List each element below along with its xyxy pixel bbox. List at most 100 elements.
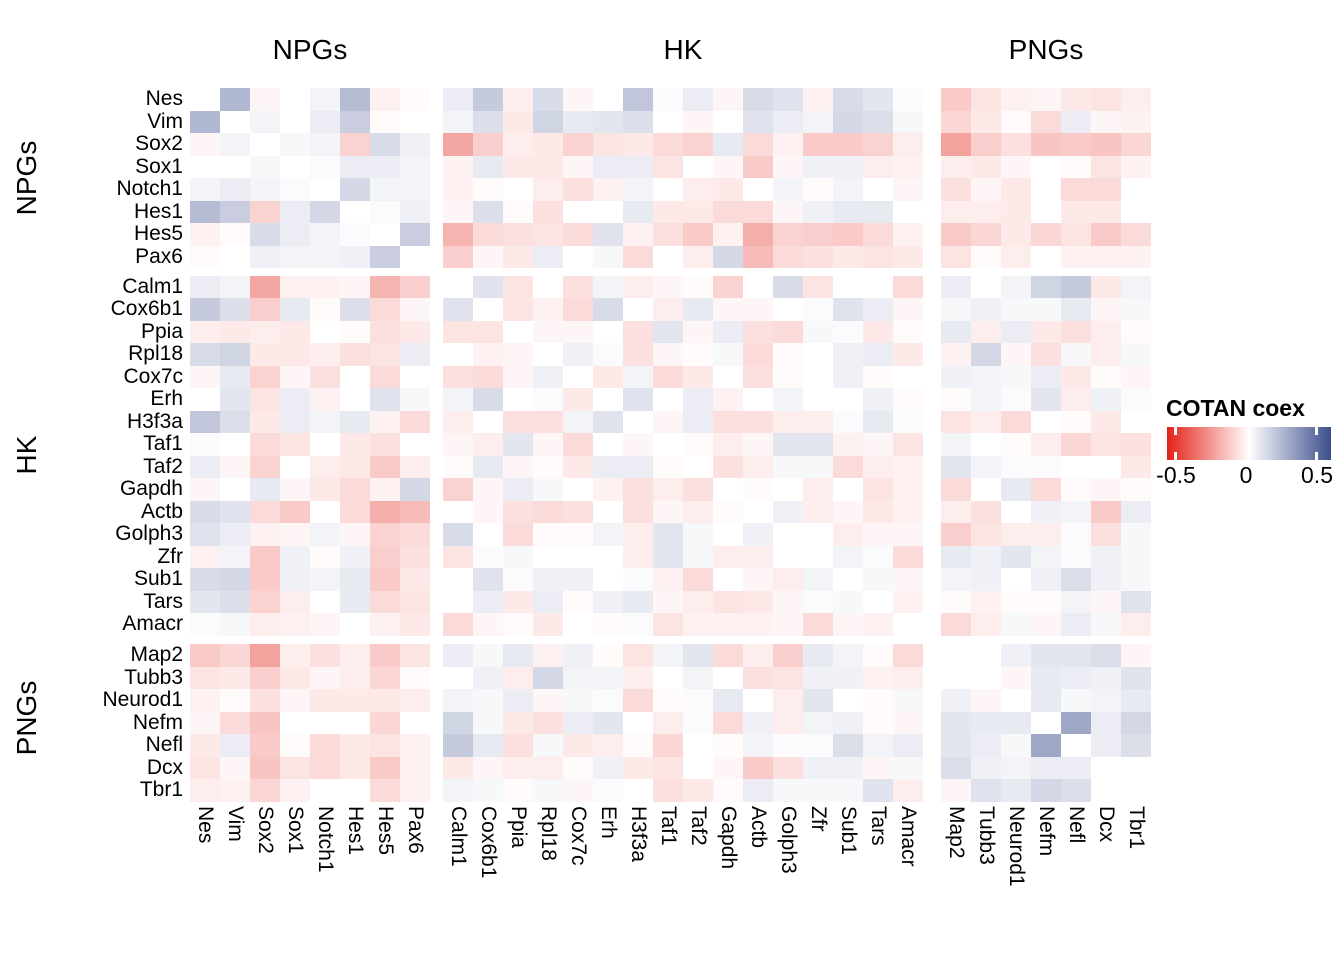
heatmap-cell <box>1091 433 1121 456</box>
heatmap-cell <box>653 644 683 667</box>
heatmap-cell <box>941 433 971 456</box>
row-label: Tars <box>143 589 183 613</box>
heatmap-cell <box>443 320 473 343</box>
heatmap-cell <box>533 545 563 568</box>
heatmap-cell <box>370 644 400 667</box>
heatmap-cell <box>713 433 743 456</box>
heatmap-cell <box>773 545 803 568</box>
heatmap-cell <box>1031 644 1061 667</box>
heatmap-cell <box>941 779 971 802</box>
heatmap-cell <box>863 756 893 779</box>
heatmap-cell <box>713 711 743 734</box>
heatmap-cell <box>503 433 533 456</box>
col-label: Gapdh <box>716 806 740 870</box>
heatmap-cell <box>503 298 533 321</box>
heatmap-cell <box>1001 689 1031 712</box>
heatmap-cell <box>1121 155 1151 178</box>
heatmap-cell <box>1061 200 1091 223</box>
heatmap-cell <box>863 455 893 478</box>
heatmap-cell <box>1121 88 1151 111</box>
heatmap-cell <box>683 666 713 689</box>
heatmap-cell <box>1031 410 1061 433</box>
heatmap-cell <box>713 110 743 133</box>
heatmap-cell <box>1091 133 1121 156</box>
heatmap-cell <box>280 455 310 478</box>
heatmap-cell <box>340 320 370 343</box>
heatmap-cell <box>473 155 503 178</box>
row-label: Cox7c <box>123 364 183 388</box>
heatmap-cell <box>280 779 310 802</box>
row-label: Taf1 <box>143 432 183 455</box>
heatmap-cell <box>370 178 400 201</box>
heatmap-cell <box>563 689 593 712</box>
heatmap-cell <box>220 365 250 388</box>
heatmap-cell <box>863 500 893 523</box>
heatmap-cell <box>803 320 833 343</box>
heatmap-cell <box>833 200 863 223</box>
heatmap-cell <box>533 410 563 433</box>
heatmap-cell <box>400 478 430 501</box>
heatmap-cell <box>683 644 713 667</box>
heatmap-cell <box>443 365 473 388</box>
heatmap-cell <box>310 365 340 388</box>
heatmap-cell <box>623 133 653 156</box>
heatmap-cell <box>1091 365 1121 388</box>
heatmap-cell <box>503 388 533 411</box>
heatmap-cell <box>1121 734 1151 757</box>
heatmap-cell <box>971 590 1001 613</box>
heatmap-cell <box>533 568 563 591</box>
col-label: H3f3a <box>626 806 650 863</box>
heatmap-cell <box>400 523 430 546</box>
heatmap-cell <box>443 223 473 246</box>
heatmap-cell <box>593 245 623 268</box>
heatmap-cell <box>863 779 893 802</box>
heatmap-cell <box>220 478 250 501</box>
heatmap-cell <box>443 523 473 546</box>
heatmap-cell <box>503 343 533 366</box>
heatmap-cell <box>743 298 773 321</box>
heatmap-cell <box>220 223 250 246</box>
heatmap-cell <box>310 155 340 178</box>
heatmap-cell <box>1091 298 1121 321</box>
heatmap-cell <box>803 155 833 178</box>
heatmap-cell <box>310 613 340 636</box>
heatmap-cell <box>743 320 773 343</box>
heatmap-cell <box>713 455 743 478</box>
heatmap-cell <box>971 223 1001 246</box>
heatmap-cell <box>743 644 773 667</box>
heatmap-cell <box>190 590 220 613</box>
heatmap-cell <box>623 88 653 111</box>
col-label: Tars <box>866 806 890 846</box>
heatmap-cell <box>623 275 653 298</box>
heatmap-cell <box>623 320 653 343</box>
heatmap-cell <box>310 500 340 523</box>
row-label: Calm1 <box>122 274 183 298</box>
heatmap-cell <box>713 689 743 712</box>
heatmap-cell <box>833 275 863 298</box>
heatmap-cell <box>893 178 923 201</box>
heatmap-cell <box>370 320 400 343</box>
heatmap-cell <box>1121 756 1151 779</box>
heatmap-cell <box>310 711 340 734</box>
heatmap-cell <box>310 568 340 591</box>
heatmap-cell <box>833 343 863 366</box>
heatmap-cell <box>1121 298 1151 321</box>
heatmap-cell <box>280 590 310 613</box>
heatmap-cell <box>400 88 430 111</box>
heatmap-cell <box>893 155 923 178</box>
row-label: Pax6 <box>135 244 183 268</box>
heatmap-cell <box>533 779 563 802</box>
heatmap-cell <box>1031 433 1061 456</box>
heatmap-cell <box>443 155 473 178</box>
heatmap-cell <box>893 410 923 433</box>
col-group-header-pngs: PNGs <box>1008 34 1084 65</box>
heatmap-cell <box>220 110 250 133</box>
heatmap-cell <box>1091 410 1121 433</box>
heatmap-cell <box>533 178 563 201</box>
heatmap-cell <box>593 433 623 456</box>
col-label: Tbr1 <box>1124 806 1148 850</box>
heatmap-cell <box>280 155 310 178</box>
heatmap-cell <box>250 320 280 343</box>
heatmap-cell <box>443 178 473 201</box>
